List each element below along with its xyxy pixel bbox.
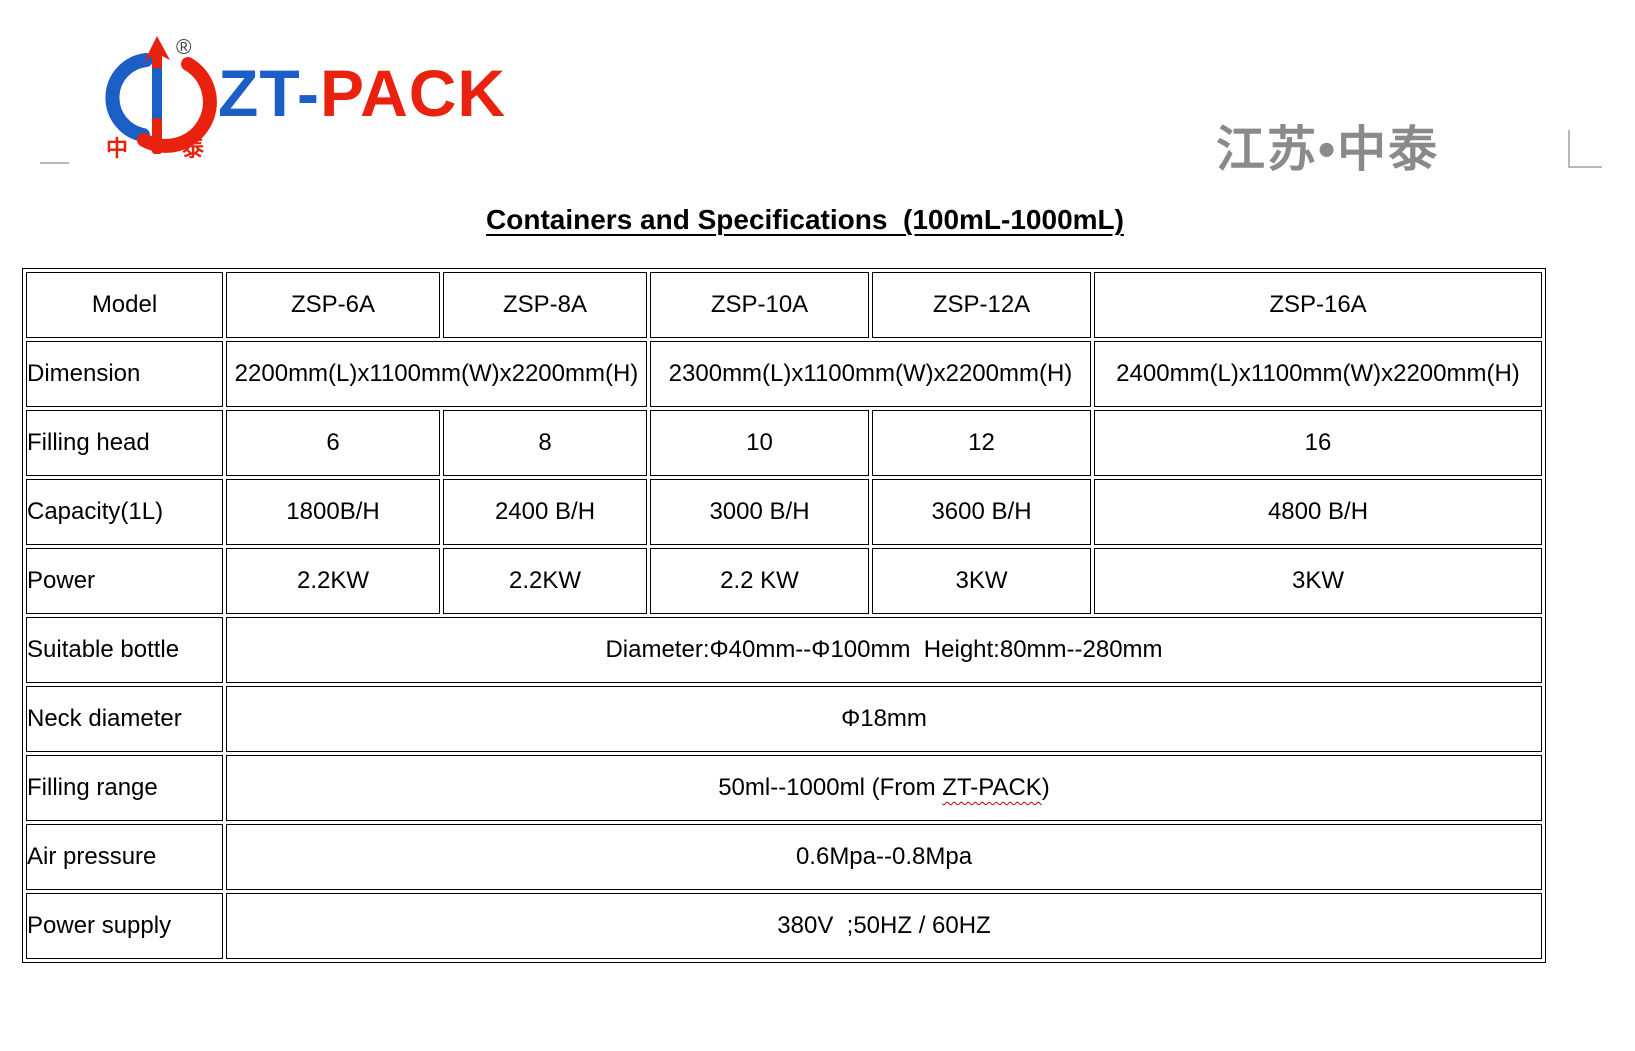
table-row-capacity: Capacity(1L) 1800B/H 2400 B/H 3000 B/H 3… [26, 479, 1542, 545]
spec-cell: 10 [650, 410, 869, 476]
row-label-cell: Power [26, 548, 223, 614]
spec-cell: 1800B/H [226, 479, 440, 545]
spec-cell-span: 0.6Mpa--0.8Mpa [226, 824, 1542, 890]
region-label-jiangsu-zhongtai: 江苏•中泰 [1216, 123, 1440, 177]
table-row-power-supply: Power supply 380V ;50HZ / 60HZ [26, 893, 1542, 959]
spec-cell-span: 380V ;50HZ / 60HZ [226, 893, 1542, 959]
row-label-cell: Power supply [26, 893, 223, 959]
filling-range-suffix: ) [1041, 774, 1050, 801]
spec-cell: 2.2KW [226, 548, 440, 614]
row-label-cell: Filling range [26, 755, 223, 821]
spec-cell: 3600 B/H [872, 479, 1091, 545]
spec-cell: 2.2 KW [650, 548, 869, 614]
table-row-air-pressure: Air pressure 0.6Mpa--0.8Mpa [26, 824, 1542, 890]
spec-cell: 8 [443, 410, 647, 476]
table-row-suitable-bottle: Suitable bottle Diameter:Φ40mm--Φ100mm H… [26, 617, 1542, 683]
table-row-neck-diameter: Neck diameter Φ18mm [26, 686, 1542, 752]
page-margin-mark-right [1568, 130, 1602, 168]
table-row-dimension: Dimension 2200mm(L)x1100mm(W)x2200mm(H) … [26, 341, 1542, 407]
table-row-power: Power 2.2KW 2.2KW 2.2 KW 3KW 3KW [26, 548, 1542, 614]
row-label-cell: Air pressure [26, 824, 223, 890]
spec-cell: 2400 B/H [443, 479, 647, 545]
row-label-cell: Filling head [26, 410, 223, 476]
ztpack-wordmark: ZT-PACK [218, 60, 506, 126]
ztpack-logo-icon: 中 泰 [105, 36, 217, 161]
row-label-cell: Capacity(1L) [26, 479, 223, 545]
dimension-cell: 2200mm(L)x1100mm(W)x2200mm(H) [226, 341, 647, 407]
model-cell: ZSP-12A [872, 272, 1091, 338]
spec-cell-span: Diameter:Φ40mm--Φ100mm Height:80mm--280m… [226, 617, 1542, 683]
brand-header: 中 泰 ® ZT-PACK [96, 30, 656, 180]
spec-cell: 3000 B/H [650, 479, 869, 545]
svg-text:中: 中 [106, 136, 128, 161]
row-label-cell: Suitable bottle [26, 617, 223, 683]
spec-cell: 12 [872, 410, 1091, 476]
filling-range-brand: ZT-PACK [942, 774, 1042, 801]
model-cell: ZSP-10A [650, 272, 869, 338]
wordmark-pack: PACK [319, 56, 507, 130]
model-cell: ZSP-6A [226, 272, 440, 338]
row-label-cell: Neck diameter [26, 686, 223, 752]
spec-cell: 3KW [872, 548, 1091, 614]
registered-trademark-symbol: ® [176, 36, 192, 59]
model-header-cell: Model [26, 272, 223, 338]
spec-cell: 3KW [1094, 548, 1542, 614]
table-row-filling-head: Filling head 6 8 10 12 16 [26, 410, 1542, 476]
spec-cell-span: Φ18mm [226, 686, 1542, 752]
table-row-model: Model ZSP-6A ZSP-8A ZSP-10A ZSP-12A ZSP-… [26, 272, 1542, 338]
spec-cell: 6 [226, 410, 440, 476]
row-label-cell: Dimension [26, 341, 223, 407]
wordmark-zt: ZT- [218, 56, 320, 130]
spec-cell-span: 50ml--1000ml (From ZT-PACK) [226, 755, 1542, 821]
spec-cell: 16 [1094, 410, 1542, 476]
spec-cell: 4800 B/H [1094, 479, 1542, 545]
page-title: Containers and Specifications (100mL-100… [486, 204, 1124, 235]
svg-text:泰: 泰 [181, 136, 205, 161]
table-row-filling-range: Filling range 50ml--1000ml (From ZT-PACK… [26, 755, 1542, 821]
model-cell: ZSP-16A [1094, 272, 1542, 338]
page-margin-mark-left [40, 162, 69, 164]
spec-cell: 2.2KW [443, 548, 647, 614]
dimension-cell: 2300mm(L)x1100mm(W)x2200mm(H) [650, 341, 1091, 407]
filling-range-prefix: 50ml--1000ml (From [718, 774, 943, 801]
model-cell: ZSP-8A [443, 272, 647, 338]
specifications-table: Model ZSP-6A ZSP-8A ZSP-10A ZSP-12A ZSP-… [22, 268, 1546, 963]
dimension-cell: 2400mm(L)x1100mm(W)x2200mm(H) [1094, 341, 1542, 407]
